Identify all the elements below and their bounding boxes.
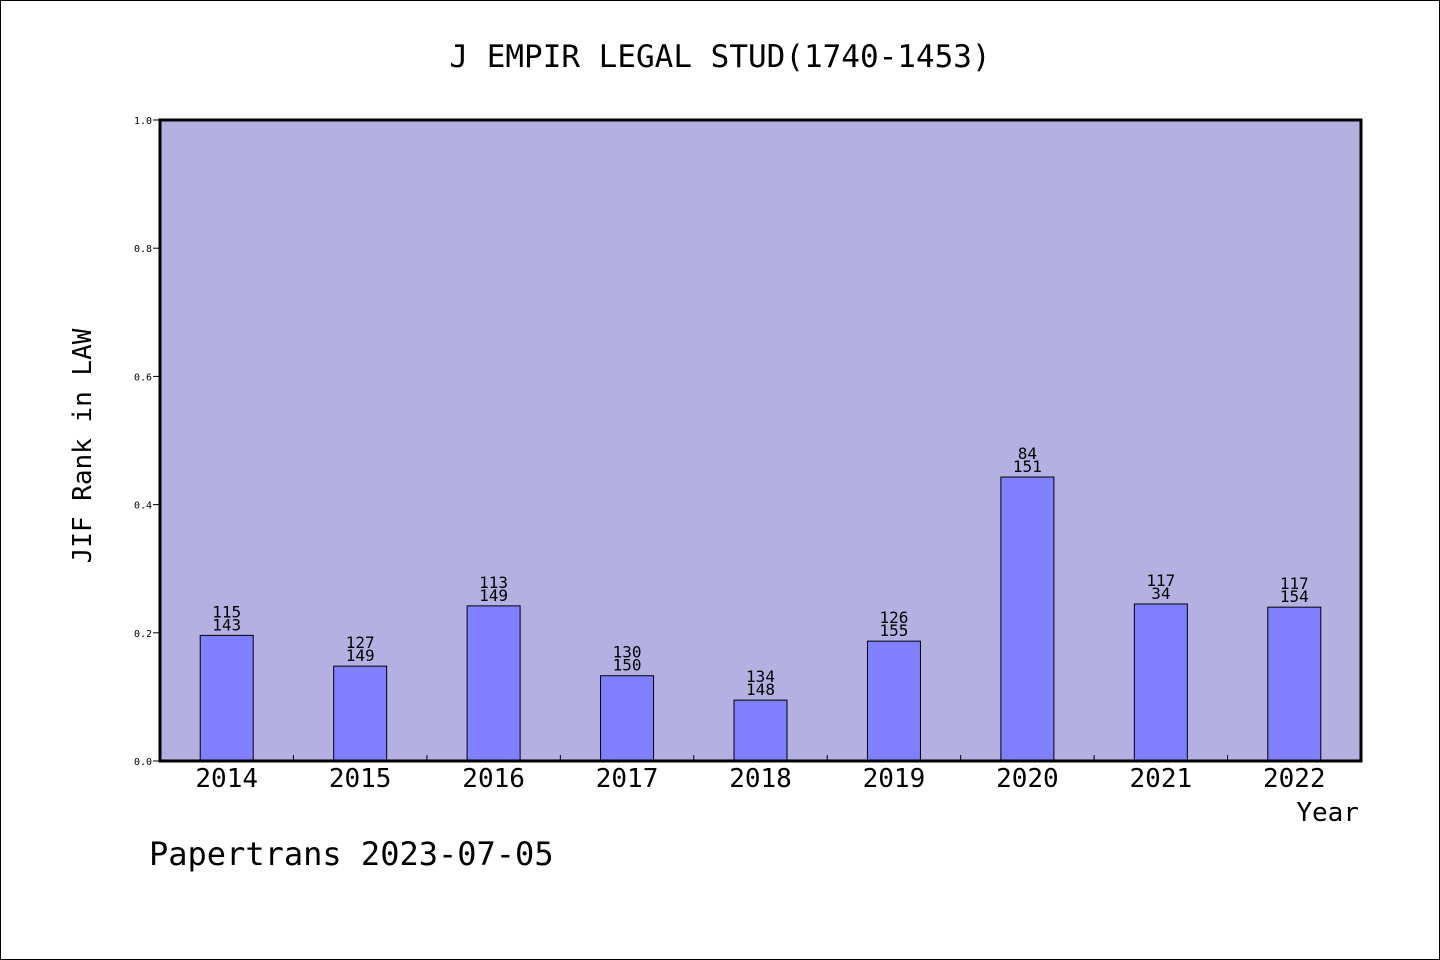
y-tick-label: 0.0 [134, 757, 152, 768]
y-tick-label: 0.8 [134, 244, 152, 255]
bar-label-bottom: 149 [346, 646, 375, 665]
bar [1133, 603, 1188, 762]
bar-label-bottom: 150 [613, 656, 642, 675]
x-tick-label: 2022 [1263, 764, 1326, 794]
x-tick-label: 2020 [996, 764, 1059, 794]
bar-label-top: 113 [479, 573, 508, 592]
y-tick-label: 0.6 [134, 372, 152, 383]
bar-label-bottom: 34 [1151, 584, 1170, 603]
x-tick-label: 2017 [596, 764, 659, 794]
bar [600, 675, 655, 762]
y-tick-label: 0.4 [134, 501, 152, 512]
x-tick-label: 2021 [1130, 764, 1193, 794]
chart-title: J EMPIR LEGAL STUD(1740-1453) [449, 39, 990, 75]
bar [333, 665, 388, 762]
bar [199, 634, 254, 762]
y-tick-label: 0.2 [134, 629, 152, 640]
bar-label-top: 126 [879, 608, 908, 627]
bar-label-top: 127 [346, 633, 375, 652]
bar [866, 640, 921, 762]
x-tick-label: 2014 [195, 764, 258, 794]
bar-label-bottom: 143 [212, 615, 241, 634]
bar-label-bottom: 151 [1013, 457, 1042, 476]
bar-label-top: 134 [746, 667, 775, 686]
bar-label-top: 117 [1280, 574, 1309, 593]
y-axis-label: JIF Rank in LAW [68, 328, 98, 563]
bar-label-top: 115 [212, 602, 241, 621]
x-axis-label: Year [1296, 798, 1359, 828]
bar [466, 605, 521, 762]
plot-frame [158, 118, 1363, 763]
y-tick-label: 1.0 [134, 116, 152, 127]
x-tick-label: 2016 [462, 764, 525, 794]
x-tick-label: 2015 [329, 764, 392, 794]
footer-credit: Papertrans 2023-07-05 [149, 835, 554, 873]
bar-label-bottom: 155 [879, 621, 908, 640]
x-tick-label: 2019 [863, 764, 926, 794]
bar-label-top: 130 [613, 643, 642, 662]
bar-label-bottom: 148 [746, 680, 775, 699]
bar-label-top: 117 [1146, 571, 1175, 590]
y-axis-ticks: 0.0 0.2 0.4 0.6 0.8 1.0 [134, 116, 160, 768]
bar-series: 1151431271491131491301501341481261558415… [199, 444, 1322, 762]
x-tick-label: 2018 [729, 764, 792, 794]
bar [1267, 606, 1322, 762]
bar [1000, 476, 1055, 762]
bar-label-top: 84 [1018, 444, 1037, 463]
bar [733, 699, 788, 762]
bar-label-bottom: 149 [479, 586, 508, 605]
x-axis-ticks: 2014 2015 2016 2017 2018 2019 2020 2021 2022 [195, 755, 1326, 794]
bar-label-bottom: 154 [1280, 587, 1309, 606]
